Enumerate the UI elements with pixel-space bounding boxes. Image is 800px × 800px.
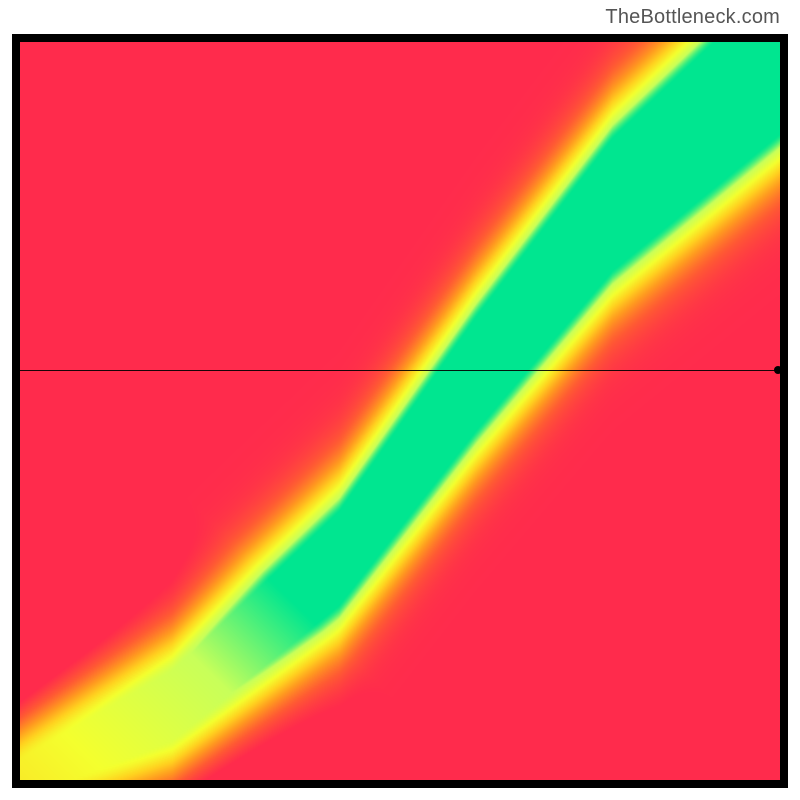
watermark-text: TheBottleneck.com: [605, 6, 780, 29]
plot-frame: [12, 34, 788, 788]
heatmap-canvas: [20, 42, 780, 780]
marker-dot: [774, 366, 780, 374]
horizontal-reference-line: [20, 370, 780, 371]
plot-area: [20, 42, 780, 780]
